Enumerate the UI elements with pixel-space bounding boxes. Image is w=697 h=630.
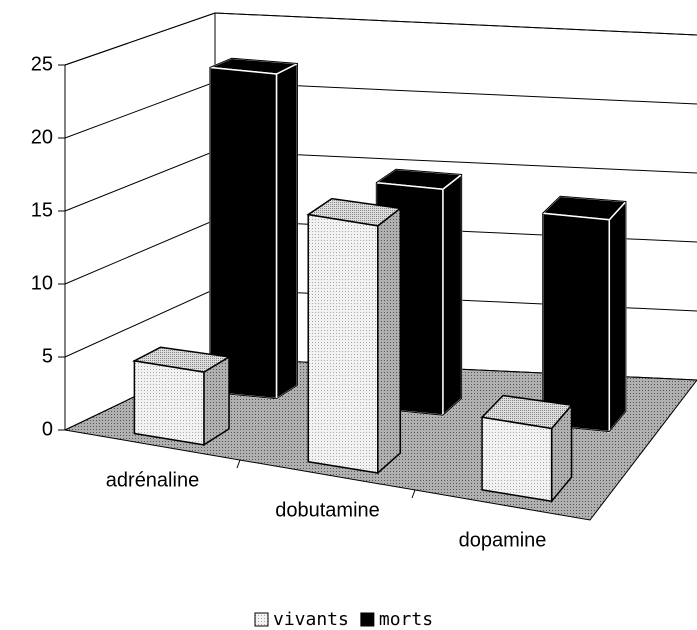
- y-tick-label: 15: [31, 199, 53, 221]
- bar-side: [377, 206, 402, 475]
- bar-side: [442, 172, 463, 417]
- grid-line: [64, 12, 697, 66]
- y-tick-label: 10: [31, 272, 53, 294]
- bar-front: [307, 213, 379, 474]
- bar-outline: [542, 195, 627, 433]
- y-tick-label: 0: [42, 418, 53, 440]
- bar: [209, 57, 301, 401]
- bar-outline: [375, 168, 463, 416]
- legend-swatch: [254, 612, 269, 627]
- bar-front: [133, 359, 205, 446]
- y-tick-label: 25: [31, 53, 53, 75]
- bar-outline: [209, 57, 298, 400]
- y-tick-label: 20: [31, 126, 53, 148]
- legend: vivants morts: [254, 609, 433, 630]
- y-tick-label: 5: [42, 345, 53, 367]
- bar-front: [541, 212, 611, 433]
- legend-swatch: [360, 612, 375, 627]
- x-tick: [411, 489, 416, 499]
- bar: [132, 346, 232, 447]
- bar-front: [481, 416, 553, 503]
- bar: [480, 394, 574, 504]
- legend-label: morts: [379, 609, 433, 630]
- bar: [306, 197, 403, 475]
- bar-front: [209, 66, 278, 400]
- bar-side: [275, 62, 299, 401]
- x-tick-label: adrénaline: [106, 469, 199, 491]
- x-tick-label: dopamine: [459, 529, 547, 551]
- legend-label: vivants: [273, 609, 349, 630]
- x-tick-label: dobutamine: [275, 499, 380, 521]
- bar-side: [608, 199, 627, 434]
- x-tick: [236, 459, 241, 469]
- grid-line: [64, 81, 697, 139]
- bar: [541, 195, 628, 434]
